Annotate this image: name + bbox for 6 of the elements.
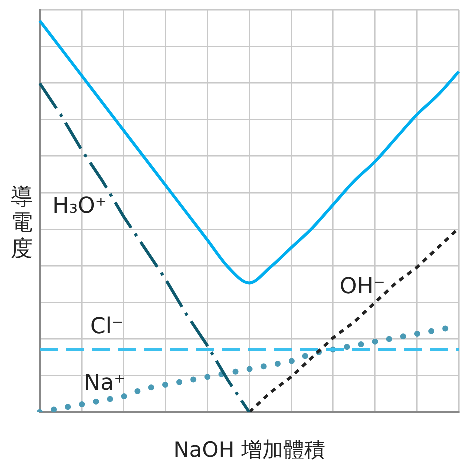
series-label: Na⁺ xyxy=(84,370,126,396)
series-label: H₃O⁺ xyxy=(52,194,107,219)
y-axis-title: 導電度 xyxy=(10,185,34,263)
series-label: OH⁻ xyxy=(340,274,386,300)
x-axis-title: NaOH 增加體積 xyxy=(174,438,326,462)
series-label: Cl⁻ xyxy=(90,314,124,340)
